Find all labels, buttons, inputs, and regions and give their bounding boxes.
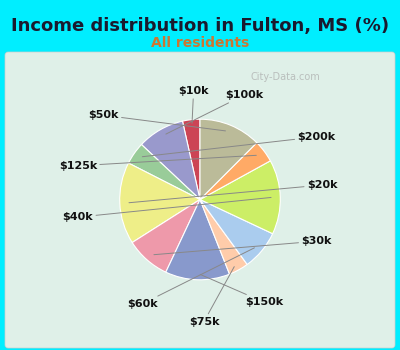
Wedge shape	[200, 143, 270, 199]
Wedge shape	[166, 199, 230, 280]
Text: City-Data.com: City-Data.com	[250, 72, 320, 82]
Wedge shape	[200, 199, 247, 274]
Text: All residents: All residents	[151, 36, 249, 50]
Wedge shape	[142, 121, 200, 200]
Text: $200k: $200k	[142, 132, 336, 157]
Wedge shape	[200, 119, 257, 200]
Text: $150k: $150k	[200, 274, 283, 307]
Text: $50k: $50k	[88, 110, 226, 131]
Text: $100k: $100k	[166, 90, 263, 134]
Text: $30k: $30k	[154, 236, 332, 255]
Wedge shape	[200, 199, 273, 265]
Wedge shape	[120, 163, 200, 243]
Text: $20k: $20k	[129, 180, 337, 203]
Wedge shape	[128, 145, 200, 199]
Text: $10k: $10k	[178, 86, 209, 123]
FancyBboxPatch shape	[5, 52, 395, 348]
Wedge shape	[182, 119, 200, 200]
Wedge shape	[200, 161, 280, 234]
Text: $60k: $60k	[127, 248, 254, 309]
Text: $40k: $40k	[63, 197, 271, 222]
Text: Income distribution in Fulton, MS (%): Income distribution in Fulton, MS (%)	[11, 17, 389, 35]
Text: $75k: $75k	[189, 267, 234, 327]
Wedge shape	[132, 199, 200, 272]
Text: $125k: $125k	[59, 155, 256, 171]
